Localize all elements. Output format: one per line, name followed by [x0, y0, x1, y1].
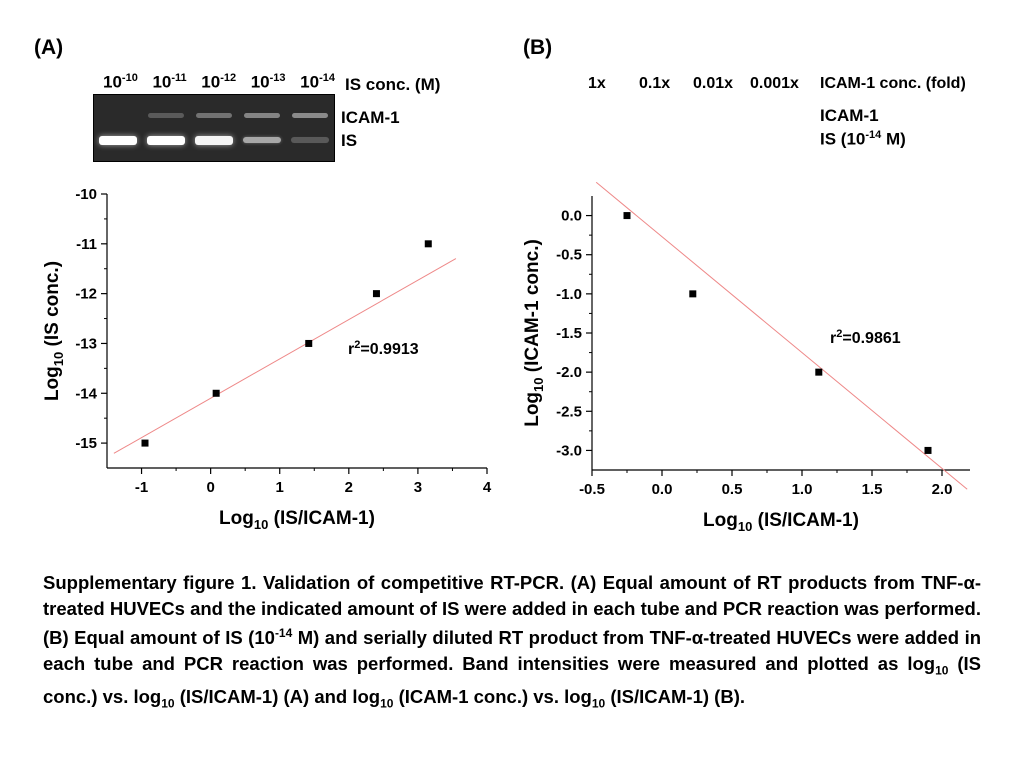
y-tick-label: -14 [75, 385, 97, 402]
gel-band-is [243, 137, 281, 143]
x-tick-label: 4 [483, 479, 492, 496]
x-tick-label: -1 [135, 479, 148, 496]
data-point [141, 439, 149, 447]
r-squared-label: r2=0.9861 [830, 328, 901, 347]
panel-b-label: (B) [523, 36, 553, 59]
data-point [424, 240, 432, 248]
gel-band-is [195, 135, 233, 145]
y-tick-label: -12 [75, 286, 97, 303]
data-point [815, 368, 823, 376]
gel-lanes-title: IS conc. (M) [345, 75, 441, 94]
x-tick-label: 3 [414, 479, 422, 496]
x-axis-label: Log10 (IS/ICAM-1) [703, 510, 859, 534]
y-tick-label: -10 [75, 186, 97, 203]
lane-label: 10-14 [300, 72, 335, 92]
y-tick-label: -13 [75, 335, 97, 352]
y-tick-label: -3.0 [556, 442, 582, 459]
y-tick-label: -11 [76, 236, 97, 253]
fold-label: 1x [588, 75, 606, 92]
fold-label: 0.01x [693, 75, 734, 92]
gel-band-is [147, 135, 185, 145]
regression-line [113, 258, 457, 454]
fold-label: 0.001x [750, 75, 799, 92]
band-label-icam: ICAM-1 [341, 108, 400, 127]
gel-band-is [99, 135, 137, 145]
gel-image [93, 94, 335, 162]
gel-band-icam [196, 113, 232, 118]
data-point [924, 446, 932, 454]
gel-band-icam [148, 113, 184, 118]
panel-a-label: (A) [34, 36, 64, 59]
lane-label: 10-10 [103, 72, 138, 92]
lane-label: 10-13 [250, 72, 286, 92]
x-tick-label: -0.5 [579, 481, 605, 498]
x-tick-label: 2 [345, 479, 353, 496]
y-tick-label: -2.5 [556, 403, 582, 420]
gel-lane-labels: 10-10 10-11 10-12 10-13 10-14 [103, 72, 335, 93]
data-point [305, 339, 313, 347]
x-tick-label: 1.0 [792, 481, 813, 498]
fold-labels-title: ICAM-1 conc. (fold) [820, 75, 966, 92]
band-label-is: IS [341, 131, 358, 150]
gel-band-icam [292, 113, 328, 118]
y-tick-label: 0.0 [561, 208, 582, 225]
chart-b: -0.5 0.0 0.5 1.0 1.5 2.0 0.0 -0.5 -1.0 -1.5 -2.0 -2… [522, 181, 970, 534]
x-tick-label: 1 [276, 479, 284, 496]
y-axis-label: Log10 (IS conc.) [42, 261, 66, 401]
y-tick-label: -1.0 [556, 286, 582, 303]
x-axis-label: Log10 (IS/ICAM-1) [219, 508, 375, 532]
lane-label: 10-12 [201, 72, 237, 92]
fold-label: 0.1x [639, 75, 671, 92]
r-squared-label: r2=0.9913 [348, 339, 419, 358]
data-point [689, 290, 697, 298]
x-tick-label: 0.0 [652, 481, 673, 498]
y-axis-label: Log10 (ICAM-1 conc.) [522, 239, 546, 427]
x-tick-label: 0 [206, 479, 214, 496]
y-tick-label: -2.0 [556, 364, 582, 381]
data-point [372, 290, 380, 298]
gel-band-icam [244, 113, 280, 118]
lane-label: 10-11 [152, 72, 187, 92]
regression-line [595, 181, 968, 490]
data-point [212, 389, 220, 397]
data-point [623, 212, 631, 220]
x-tick-label: 1.5 [862, 481, 883, 498]
y-tick-label: -15 [75, 435, 97, 452]
band-label-is-b: IS (10-14 M) [820, 129, 906, 149]
y-tick-label: -0.5 [556, 247, 582, 264]
gel-band-is [291, 137, 329, 143]
band-label-icam-b: ICAM-1 [820, 106, 879, 125]
x-tick-label: 2.0 [932, 481, 953, 498]
figure-caption: Supplementary figure 1. Validation of co… [43, 572, 982, 711]
x-tick-label: 0.5 [722, 481, 743, 498]
y-tick-label: -1.5 [556, 325, 582, 342]
